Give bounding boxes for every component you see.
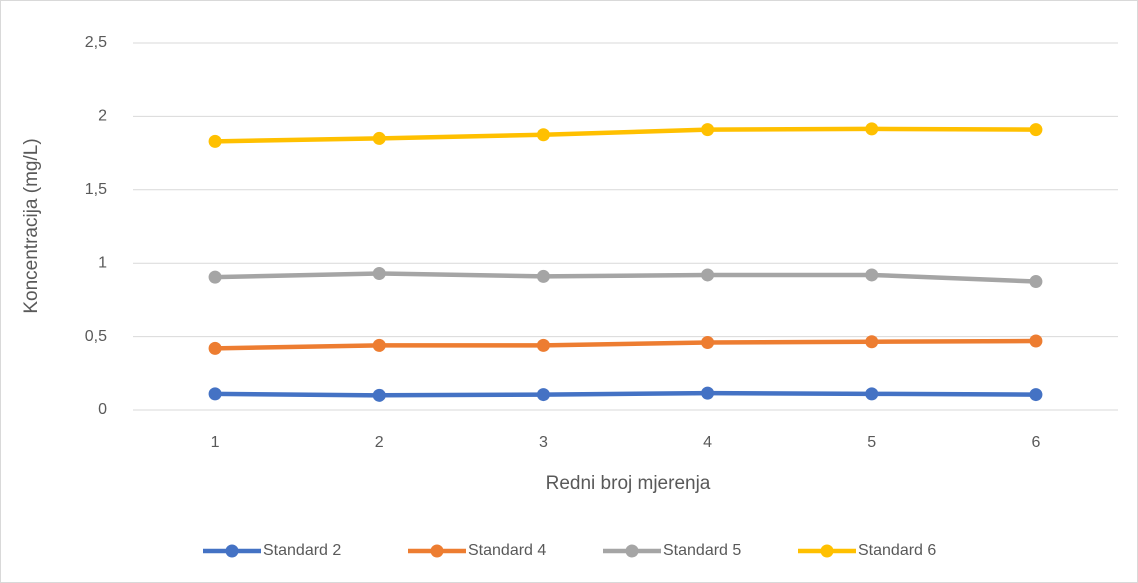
data-point xyxy=(1029,275,1043,289)
data-point xyxy=(536,128,550,142)
x-tick-label: 3 xyxy=(539,434,548,451)
x-tick-label: 1 xyxy=(211,434,220,451)
data-point xyxy=(701,335,715,349)
y-tick-label: 1 xyxy=(98,254,107,271)
series-line xyxy=(215,390,1036,398)
data-point xyxy=(208,341,222,355)
y-tick-label: 0,5 xyxy=(85,328,107,345)
data-point xyxy=(372,338,386,352)
data-point xyxy=(865,387,879,401)
x-axis-title: Redni broj mjerenja xyxy=(546,473,711,494)
legend-marker xyxy=(820,544,834,558)
x-tick-label: 4 xyxy=(703,434,712,451)
x-tick-label: 5 xyxy=(867,434,876,451)
legend-marker xyxy=(625,544,639,558)
data-point xyxy=(208,270,222,284)
data-point xyxy=(1029,334,1043,348)
legend-label: Standard 2 xyxy=(263,542,341,559)
legend-marker xyxy=(225,544,239,558)
data-point xyxy=(372,388,386,402)
data-point xyxy=(701,386,715,400)
data-point xyxy=(208,134,222,148)
data-point xyxy=(372,266,386,280)
data-point xyxy=(865,335,879,349)
data-point xyxy=(372,131,386,145)
y-tick-label: 0 xyxy=(98,401,107,418)
y-tick-label: 1,5 xyxy=(85,181,107,198)
series-line xyxy=(215,126,1036,144)
x-tick-label: 2 xyxy=(375,434,384,451)
data-point xyxy=(536,338,550,352)
data-point xyxy=(208,387,222,401)
legend-label: Standard 4 xyxy=(468,542,546,559)
x-tick-label: 6 xyxy=(1031,434,1040,451)
series-line xyxy=(215,338,1036,351)
legend-label: Standard 6 xyxy=(858,542,936,559)
legend-label: Standard 5 xyxy=(663,542,741,559)
data-point xyxy=(701,123,715,137)
data-point xyxy=(1029,388,1043,402)
y-tick-label: 2 xyxy=(98,108,107,125)
series-line xyxy=(215,271,1037,284)
legend-marker xyxy=(430,544,444,558)
data-point xyxy=(865,268,879,282)
data-point xyxy=(536,269,550,283)
data-point xyxy=(865,122,879,136)
data-point xyxy=(701,268,715,282)
y-tick-label: 2,5 xyxy=(85,34,107,51)
y-axis-title: Koncentracija (mg/L) xyxy=(21,138,42,313)
data-point xyxy=(1029,123,1043,137)
data-point xyxy=(536,388,550,402)
